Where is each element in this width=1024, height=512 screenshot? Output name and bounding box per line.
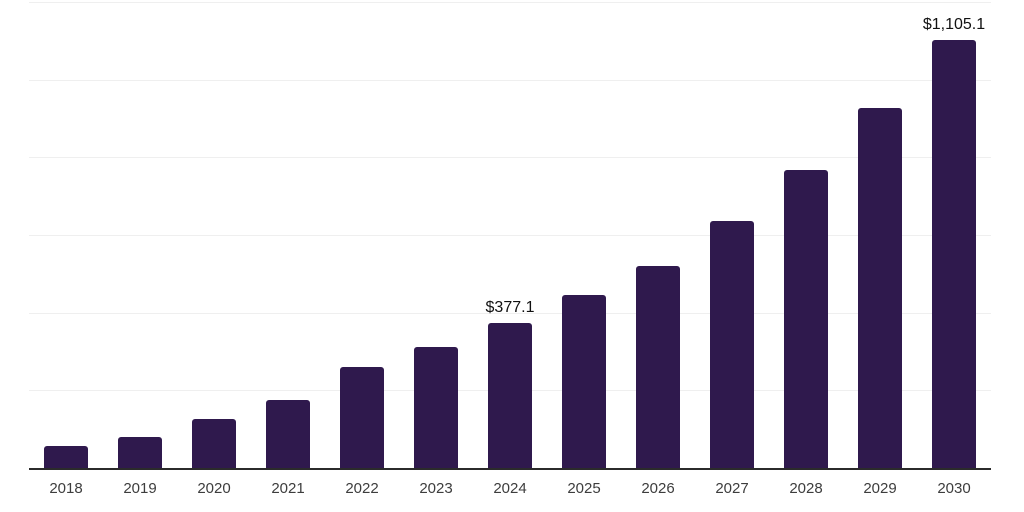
bar-2021 <box>266 400 310 469</box>
bar-slot-2021 <box>251 0 325 469</box>
x-tick-2021: 2021 <box>271 480 305 497</box>
x-tick-2018: 2018 <box>49 480 83 497</box>
gridline-1200 <box>29 1 991 3</box>
bar-2024 <box>488 322 532 469</box>
x-tick-2019: 2019 <box>123 480 157 497</box>
bar-slot-2024: $377.1 <box>473 0 547 469</box>
bar-slot-2029 <box>843 0 917 469</box>
bar-value-label-2030: $1,105.1 <box>922 15 986 33</box>
gridline-400 <box>29 312 991 314</box>
x-tick-2025: 2025 <box>567 480 601 497</box>
bar-slot-2020 <box>177 0 251 469</box>
bar-slot-2030: $1,105.1 <box>917 0 991 469</box>
bar-2030 <box>932 39 976 469</box>
bar-2023 <box>414 347 458 469</box>
bar-2018 <box>44 445 88 469</box>
x-axis-line <box>29 468 991 470</box>
bar-2028 <box>784 169 828 469</box>
bar-2020 <box>192 419 236 469</box>
bar-slot-2022 <box>325 0 399 469</box>
x-tick-2020: 2020 <box>197 480 231 497</box>
x-axis-tick-labels: 2018 2019 2020 2021 2022 2023 2024 2025 2026 2027… <box>29 481 991 496</box>
x-tick-2026: 2026 <box>641 480 675 497</box>
x-tick-2027: 2027 <box>715 480 749 497</box>
bar-slot-2018 <box>29 0 103 469</box>
bar-2022 <box>340 367 384 469</box>
gridline-800 <box>29 157 991 159</box>
bar-2019 <box>118 436 162 469</box>
bar-slot-2019 <box>103 0 177 469</box>
x-tick-2023: 2023 <box>419 480 453 497</box>
bar-slot-2023 <box>399 0 473 469</box>
bar-slot-2028 <box>769 0 843 469</box>
bar-value-label-2024: $377.1 <box>485 298 535 316</box>
bar-2025 <box>562 294 606 469</box>
bar-slot-2026 <box>621 0 695 469</box>
x-tick-2029: 2029 <box>863 480 897 497</box>
x-tick-2028: 2028 <box>789 480 823 497</box>
gridline-600 <box>29 234 991 236</box>
bar-2029 <box>858 108 902 469</box>
bar-slot-2027 <box>695 0 769 469</box>
bar-slot-2025 <box>547 0 621 469</box>
x-tick-2030: 2030 <box>937 480 971 497</box>
bar-2027 <box>710 221 754 469</box>
bar-2026 <box>636 265 680 469</box>
bars-container: $377.1 $1,105.1 <box>29 0 991 469</box>
x-tick-2022: 2022 <box>345 480 379 497</box>
gridline-1000 <box>29 79 991 81</box>
x-tick-2024: 2024 <box>493 480 527 497</box>
plot-area: $377.1 $1,105.1 <box>29 0 991 470</box>
